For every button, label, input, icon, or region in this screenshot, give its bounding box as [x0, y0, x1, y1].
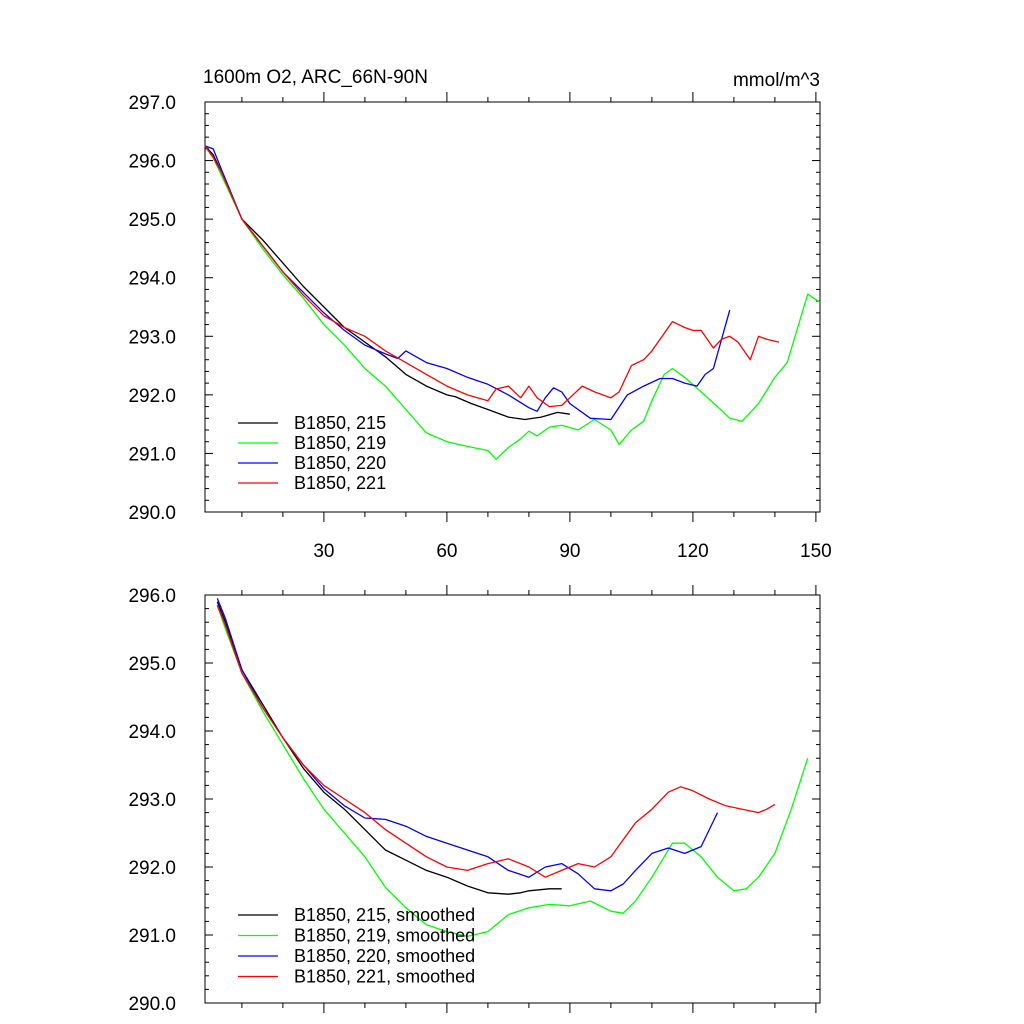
series-lines	[204, 145, 821, 460]
chart-title: 1600m O2, ARC_66N-90N	[203, 67, 428, 88]
y-tick-label: 296.0	[128, 152, 176, 173]
y-tick-label: 293.0	[128, 327, 176, 348]
legend-label: B1850, 219, smoothed	[294, 926, 475, 946]
series-line-3	[216, 604, 776, 878]
y-tick-label: 290.0	[128, 994, 176, 1015]
legend-label: B1850, 215	[294, 413, 386, 433]
bottom-panel: 290.0 291.0 292.0 293.0 294.0 295.0 296.0 B185…	[128, 585, 821, 1015]
series-lines	[216, 598, 809, 938]
y-tick-label: 291.0	[128, 926, 176, 947]
x-tick-label: 120	[677, 541, 709, 562]
legend-label: B1850, 221, smoothed	[294, 967, 475, 987]
legend-label: B1850, 220	[294, 453, 386, 473]
x-tick-label: 60	[436, 541, 457, 562]
axes: 290.0 291.0 292.0 293.0 294.0 295.0 296.0	[128, 585, 820, 1015]
series-line-1	[204, 145, 821, 460]
legend-label: B1850, 215, smoothed	[294, 905, 475, 925]
y-tick-label: 293.0	[128, 790, 176, 811]
top-panel: 1600m O2, ARC_66N-90N mmol/m^3 290.0 291.…	[128, 67, 831, 562]
axes: 290.0 291.0 292.0 293.0 294.0 295.0 296.0 297.0…	[128, 92, 832, 562]
series-line-1	[216, 604, 809, 938]
plot-frame	[204, 101, 821, 513]
y-tick-label: 292.0	[128, 386, 176, 407]
y-tick-label: 297.0	[128, 93, 176, 114]
legend-label: B1850, 220, smoothed	[294, 946, 475, 966]
y-tick-label: 291.0	[128, 444, 176, 465]
units-label: mmol/m^3	[733, 70, 820, 91]
x-tick-label: 150	[800, 541, 832, 562]
y-tick-label: 296.0	[128, 586, 176, 607]
series-line-0	[216, 601, 562, 895]
legend-label: B1850, 221	[294, 473, 386, 493]
series-line-0	[204, 145, 570, 421]
y-tick-label: 290.0	[128, 503, 176, 524]
y-tick-label: 294.0	[128, 722, 176, 743]
series-line-2	[216, 598, 719, 892]
series-line-2	[204, 145, 731, 421]
y-tick-label: 292.0	[128, 858, 176, 879]
y-tick-label: 294.0	[128, 269, 176, 290]
series-line-3	[204, 145, 780, 408]
y-tick-label: 295.0	[128, 654, 176, 675]
x-tick-label: 90	[559, 541, 580, 562]
legend-label: B1850, 219	[294, 433, 386, 453]
y-tick-label: 295.0	[128, 210, 176, 231]
x-tick-label: 30	[313, 541, 334, 562]
